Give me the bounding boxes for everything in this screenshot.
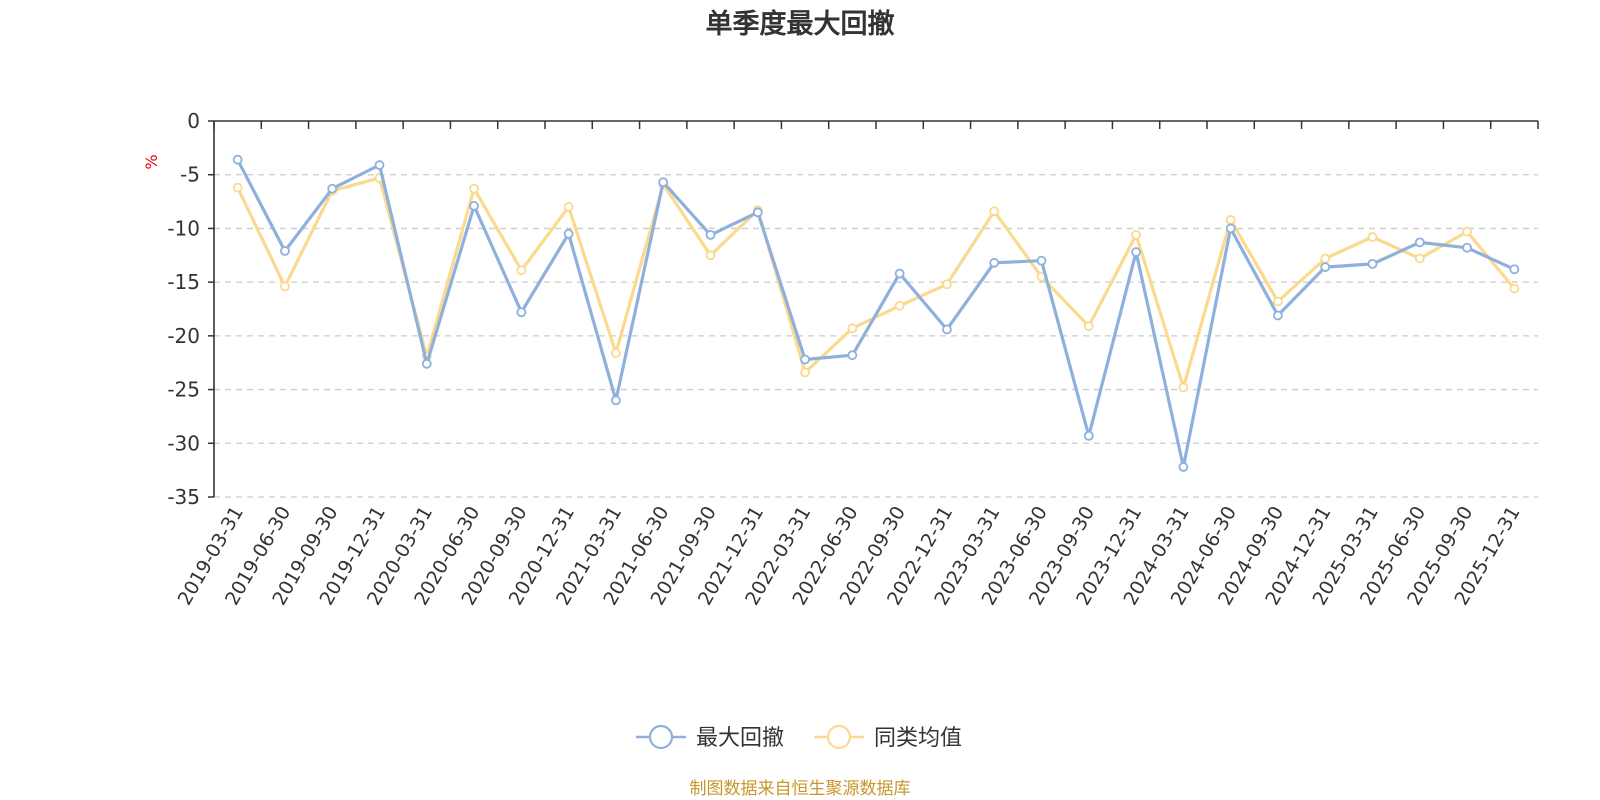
data-point[interactable] bbox=[847, 323, 858, 334]
legend[interactable]: 最大回撤 同类均值 bbox=[636, 724, 962, 751]
data-point[interactable] bbox=[1083, 430, 1094, 441]
data-point[interactable] bbox=[752, 207, 763, 218]
data-point[interactable] bbox=[1131, 229, 1141, 240]
data-point[interactable] bbox=[1320, 262, 1331, 273]
data-point[interactable] bbox=[894, 268, 905, 279]
series-line bbox=[236, 158, 1516, 469]
data-point[interactable] bbox=[800, 367, 810, 378]
data-point[interactable] bbox=[705, 229, 716, 240]
data-point[interactable] bbox=[516, 307, 527, 318]
data-point[interactable] bbox=[894, 300, 905, 311]
data-point[interactable] bbox=[1509, 283, 1520, 294]
legend-marker-icon bbox=[826, 724, 852, 750]
y-tick-label: -35 bbox=[167, 485, 200, 509]
data-point[interactable] bbox=[989, 257, 1000, 268]
data-point[interactable] bbox=[1178, 462, 1189, 472]
data-point[interactable] bbox=[563, 202, 574, 212]
y-tick-label: -5 bbox=[180, 163, 200, 187]
data-point[interactable] bbox=[1367, 258, 1378, 269]
data-point[interactable] bbox=[280, 246, 290, 256]
legend-label: 最大回撤 bbox=[696, 726, 784, 751]
data-point[interactable] bbox=[942, 324, 952, 335]
data-point[interactable] bbox=[611, 348, 621, 358]
data-point[interactable] bbox=[563, 228, 574, 239]
data-point[interactable] bbox=[1509, 264, 1520, 275]
data-point[interactable] bbox=[469, 183, 479, 194]
data-point[interactable] bbox=[1320, 253, 1331, 264]
data-point[interactable] bbox=[800, 354, 810, 365]
data-point[interactable] bbox=[469, 200, 479, 211]
y-tick-label: -15 bbox=[167, 270, 200, 294]
legend-label: 同类均值 bbox=[874, 726, 962, 751]
legend-item[interactable]: 同类均值 bbox=[814, 724, 962, 751]
data-point[interactable] bbox=[1273, 296, 1283, 307]
y-tick-label: -20 bbox=[167, 324, 200, 348]
data-point[interactable] bbox=[1273, 310, 1283, 321]
data-point[interactable] bbox=[232, 182, 243, 193]
data-point[interactable] bbox=[1178, 382, 1189, 393]
data-point[interactable] bbox=[1414, 237, 1425, 248]
data-point[interactable] bbox=[327, 183, 338, 194]
legend-marker-icon bbox=[648, 724, 674, 750]
y-axis-unit-label: % bbox=[142, 154, 161, 169]
data-point[interactable] bbox=[1036, 255, 1047, 266]
gridlines bbox=[214, 174, 1538, 498]
y-tick-label: -10 bbox=[167, 216, 200, 240]
data-point[interactable] bbox=[1083, 321, 1094, 332]
data-point[interactable] bbox=[1225, 223, 1236, 234]
data-point[interactable] bbox=[942, 279, 952, 290]
series-layer bbox=[232, 154, 1520, 472]
data-source-note: 制图数据来自恒生聚源数据库 bbox=[690, 779, 911, 799]
data-point[interactable] bbox=[1462, 226, 1472, 237]
data-point[interactable] bbox=[1225, 214, 1236, 225]
data-point[interactable] bbox=[847, 350, 858, 361]
data-point[interactable] bbox=[1414, 253, 1425, 264]
data-point[interactable] bbox=[1462, 242, 1472, 253]
data-point[interactable] bbox=[232, 154, 243, 165]
data-point[interactable] bbox=[374, 160, 385, 170]
y-tick-label: -25 bbox=[167, 378, 200, 402]
data-point[interactable] bbox=[280, 281, 290, 292]
chart-title: 单季度最大回撤 bbox=[706, 8, 895, 40]
data-point[interactable] bbox=[1367, 232, 1378, 242]
data-point[interactable] bbox=[658, 177, 669, 188]
data-point[interactable] bbox=[989, 206, 1000, 217]
series-max-drawdown bbox=[232, 154, 1520, 472]
y-tick-label: -30 bbox=[167, 431, 200, 455]
data-point[interactable] bbox=[421, 358, 432, 369]
legend-item[interactable]: 最大回撤 bbox=[636, 724, 784, 751]
data-point[interactable] bbox=[1131, 247, 1141, 257]
data-point[interactable] bbox=[705, 250, 716, 261]
data-point[interactable] bbox=[516, 265, 527, 276]
data-point[interactable] bbox=[611, 395, 621, 406]
y-tick-label: 0 bbox=[187, 109, 200, 133]
